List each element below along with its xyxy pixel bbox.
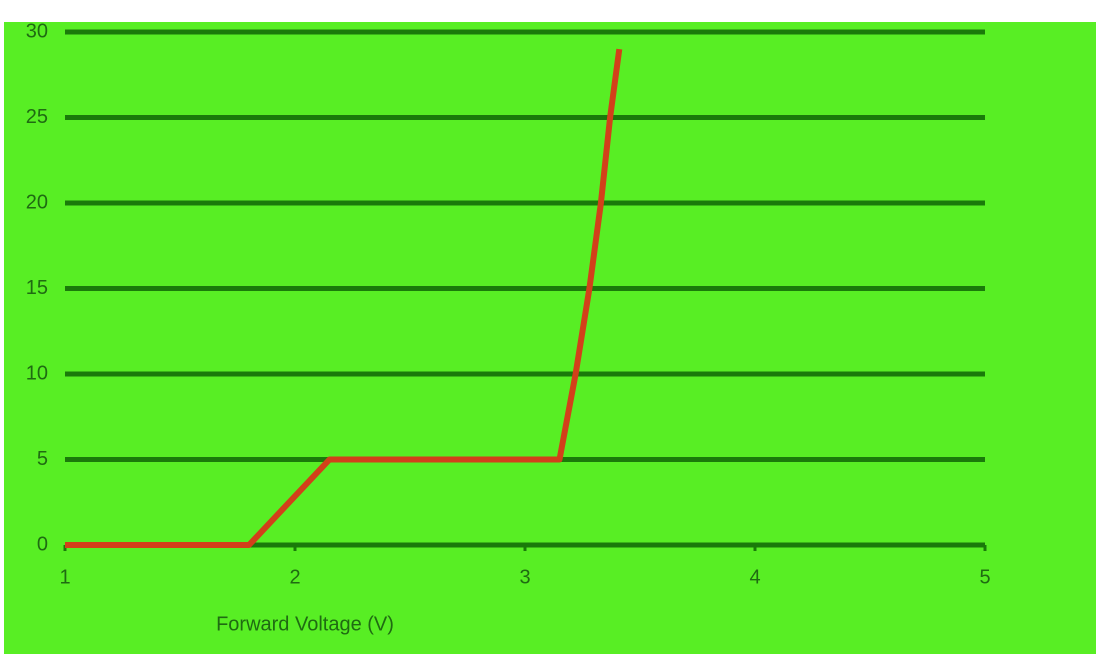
x-tick-label: 5 bbox=[979, 566, 990, 588]
y-tick-label: 5 bbox=[37, 448, 48, 470]
data-line bbox=[65, 48, 623, 548]
y-tick-label: 0 bbox=[37, 533, 48, 555]
x-tick-label: 1 bbox=[59, 566, 70, 588]
x-axis-label: Forward Voltage (V) bbox=[216, 613, 394, 635]
y-tick-label: 20 bbox=[26, 191, 48, 213]
chart-background bbox=[4, 22, 1096, 654]
y-tick-label: 30 bbox=[26, 20, 48, 42]
y-tick-label: 15 bbox=[26, 277, 48, 299]
y-tick-label: 10 bbox=[26, 362, 48, 384]
x-tick-label: 2 bbox=[289, 566, 300, 588]
x-tick-label: 4 bbox=[749, 566, 760, 588]
y-tick-label: 25 bbox=[26, 106, 48, 128]
x-tick-label: 3 bbox=[519, 566, 530, 588]
